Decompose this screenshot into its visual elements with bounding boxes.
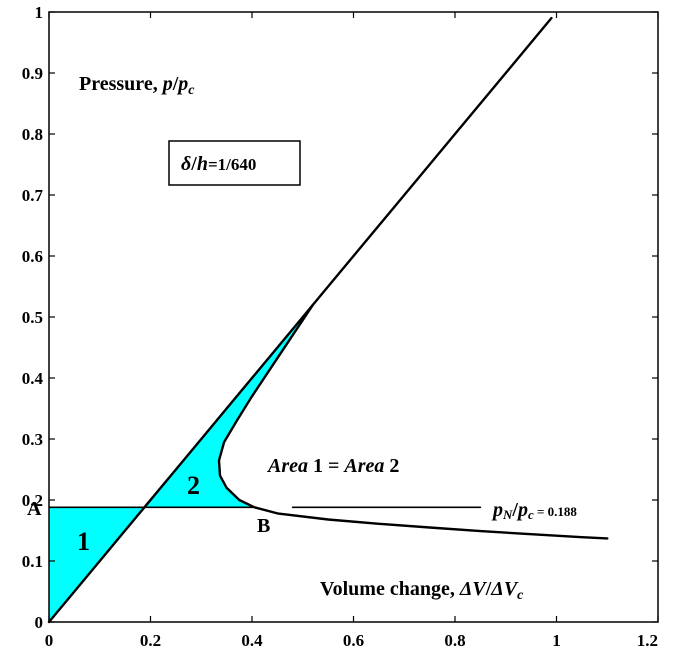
- pn-value: = 0.188: [534, 504, 578, 519]
- y-tick-label: 0.3: [22, 430, 43, 449]
- pn-note: pN/pc = 0.188: [491, 499, 577, 522]
- elastic-line: [47, 16, 553, 624]
- delta-h-label: δ/h=1/640: [181, 153, 256, 175]
- delta-slash: /: [190, 153, 197, 175]
- x-axis-label: Volume change, ΔV/ΔVc: [320, 578, 524, 603]
- x-label-prefix: Volume change,: [320, 578, 460, 600]
- y-axis-label: Pressure, p/pc: [79, 73, 195, 98]
- point-label-b: B: [257, 515, 270, 537]
- axis-ticks: 0 0.1 0.2 0.3 0.4 0.5 0.6 0.7 0.8 0.9 1 0 0.2 0.4 0.6 0…: [22, 3, 659, 650]
- y-tick-label: 0.8: [22, 125, 43, 144]
- area-2-num: 2: [384, 455, 399, 477]
- x-tick-label: 1.2: [637, 631, 658, 650]
- x-tick-label: 0.8: [444, 631, 465, 650]
- x-tick-label: 0: [45, 631, 54, 650]
- y-tick-label: 0.1: [22, 552, 43, 571]
- x-label-slash: /: [485, 578, 492, 600]
- y-tick-label: 0.2: [22, 491, 43, 510]
- y-label-slash: /: [172, 73, 179, 95]
- response-curve: [217, 303, 609, 540]
- x-label-sub-c: c: [517, 588, 524, 603]
- x-label-dv: ΔV: [459, 578, 488, 600]
- delta-symbol: δ: [181, 153, 191, 175]
- pn-slash: /: [511, 499, 518, 521]
- point-label-a: A: [27, 498, 42, 520]
- y-tick-label: 0.5: [22, 308, 43, 327]
- x-tick-label: 0.6: [343, 631, 364, 650]
- area-2-word: Area: [342, 455, 384, 477]
- y-tick-label: 0: [35, 613, 44, 632]
- y-label-p-c: p: [176, 73, 188, 95]
- curves: [47, 16, 609, 624]
- x-tick-label: 0.2: [140, 631, 161, 650]
- y-tick-label: 0.4: [22, 369, 44, 388]
- x-tick-label: 0.4: [241, 631, 263, 650]
- y-label-p: p: [161, 73, 173, 95]
- pn-p2: p: [516, 499, 528, 521]
- region-label-2: 2: [187, 471, 200, 500]
- annotation-box: [168, 140, 301, 186]
- area-1-eq: 1 =: [308, 455, 344, 477]
- delta-h-value: =1/640: [208, 155, 256, 174]
- plot-frame: [48, 11, 659, 623]
- x-label-dv-c: ΔV: [490, 578, 519, 600]
- y-label-prefix: Pressure,: [79, 73, 163, 95]
- y-tick-label: 0.9: [22, 64, 43, 83]
- y-label-sub-c: c: [188, 83, 195, 98]
- pn-p: p: [491, 499, 503, 521]
- y-tick-label: 1: [35, 3, 44, 22]
- y-tick-label: 0.7: [22, 186, 44, 205]
- h-symbol: h: [197, 153, 208, 175]
- y-tick-label: 0.6: [22, 247, 43, 266]
- pn-sub-n: N: [502, 507, 513, 522]
- pn-sub-c: c: [528, 507, 534, 522]
- area-equality-note: Area 1 = Area 2: [266, 455, 399, 477]
- x-tick-label: 1: [552, 631, 561, 650]
- region-label-1: 1: [77, 527, 90, 556]
- area-1-word: Area: [266, 455, 308, 477]
